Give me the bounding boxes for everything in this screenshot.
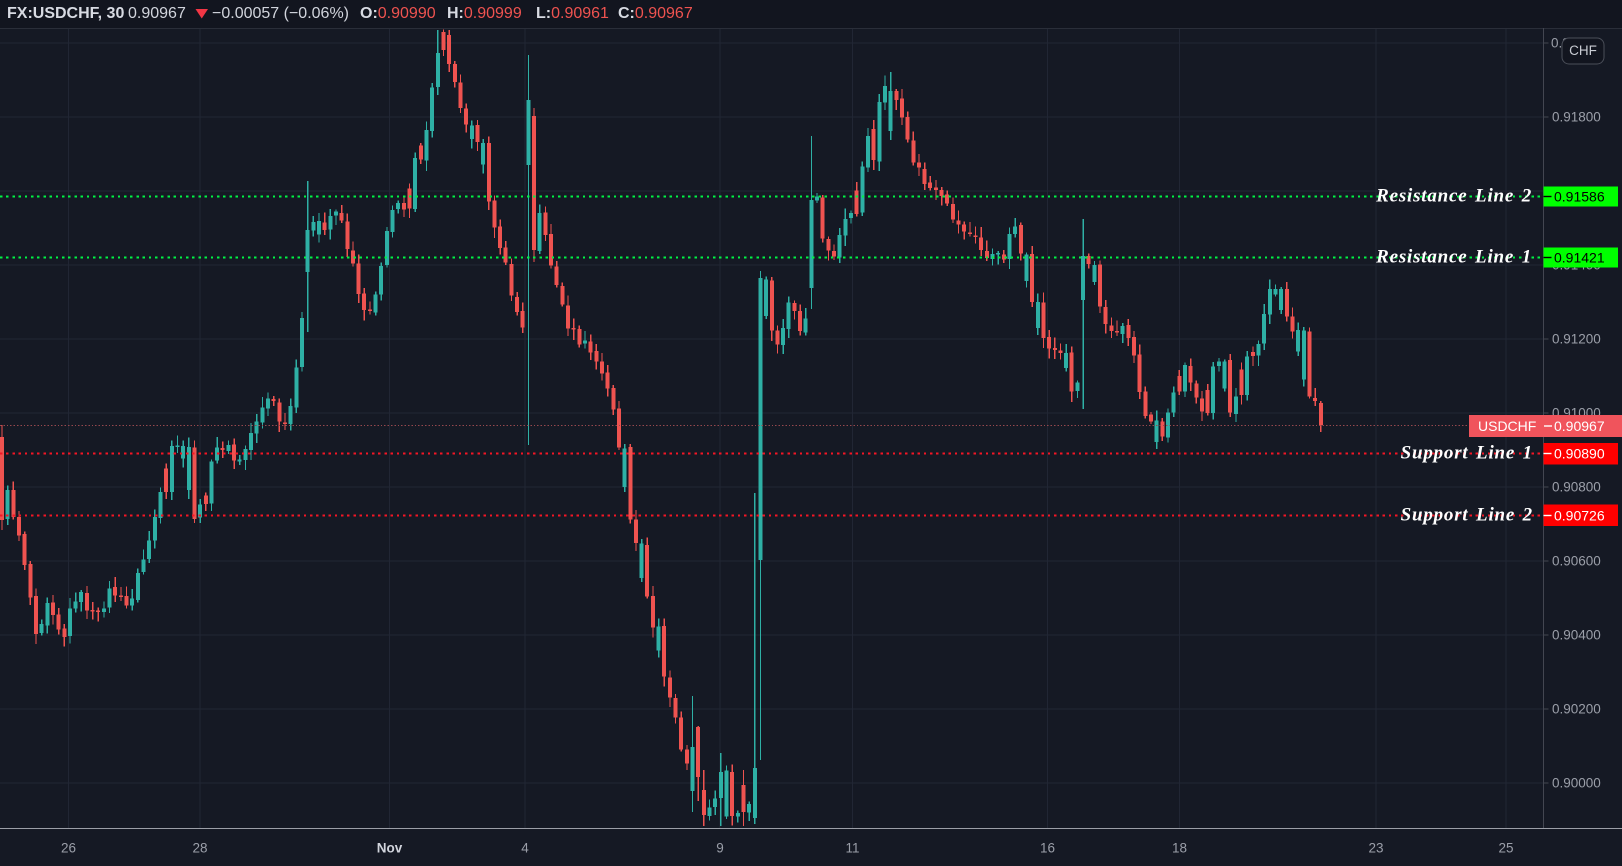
svg-text:Support Line 2: Support Line 2 bbox=[1401, 505, 1533, 526]
svg-text:0.91421: 0.91421 bbox=[1554, 250, 1605, 266]
svg-text:Nov: Nov bbox=[377, 841, 403, 856]
svg-text:0.90000: 0.90000 bbox=[1552, 776, 1601, 791]
svg-text:Resistance Line 2: Resistance Line 2 bbox=[1375, 186, 1532, 207]
svg-text:0.91800: 0.91800 bbox=[1552, 110, 1601, 125]
svg-text:0.90600: 0.90600 bbox=[1552, 554, 1601, 569]
svg-text:0.90200: 0.90200 bbox=[1552, 702, 1601, 717]
svg-text:0.90967: 0.90967 bbox=[128, 5, 186, 22]
svg-text:4: 4 bbox=[521, 841, 529, 856]
svg-text:−0.00057 (−0.06%): −0.00057 (−0.06%) bbox=[212, 5, 349, 22]
svg-text:28: 28 bbox=[192, 841, 207, 856]
svg-text:18: 18 bbox=[1172, 841, 1187, 856]
svg-text:0.90967: 0.90967 bbox=[1554, 418, 1605, 434]
svg-text:0.91586: 0.91586 bbox=[1554, 189, 1605, 205]
svg-text:Resistance Line 1: Resistance Line 1 bbox=[1375, 247, 1532, 268]
svg-text:0.90726: 0.90726 bbox=[1554, 508, 1605, 524]
svg-text:25: 25 bbox=[1498, 841, 1513, 856]
svg-text:FX:USDCHF, 30: FX:USDCHF, 30 bbox=[7, 5, 124, 22]
svg-text:26: 26 bbox=[61, 841, 76, 856]
svg-text:0.90400: 0.90400 bbox=[1552, 628, 1601, 643]
svg-text:USDCHF: USDCHF bbox=[1478, 418, 1536, 434]
svg-text:0.91200: 0.91200 bbox=[1552, 332, 1601, 347]
svg-text:23: 23 bbox=[1368, 841, 1383, 856]
svg-text:CHF: CHF bbox=[1569, 43, 1597, 58]
svg-text:0.90800: 0.90800 bbox=[1552, 480, 1601, 495]
svg-text:0.90890: 0.90890 bbox=[1554, 446, 1605, 462]
svg-text:9: 9 bbox=[716, 841, 724, 856]
svg-text:11: 11 bbox=[845, 841, 859, 856]
svg-text:Support Line 1: Support Line 1 bbox=[1401, 443, 1533, 464]
svg-text:16: 16 bbox=[1040, 841, 1055, 856]
